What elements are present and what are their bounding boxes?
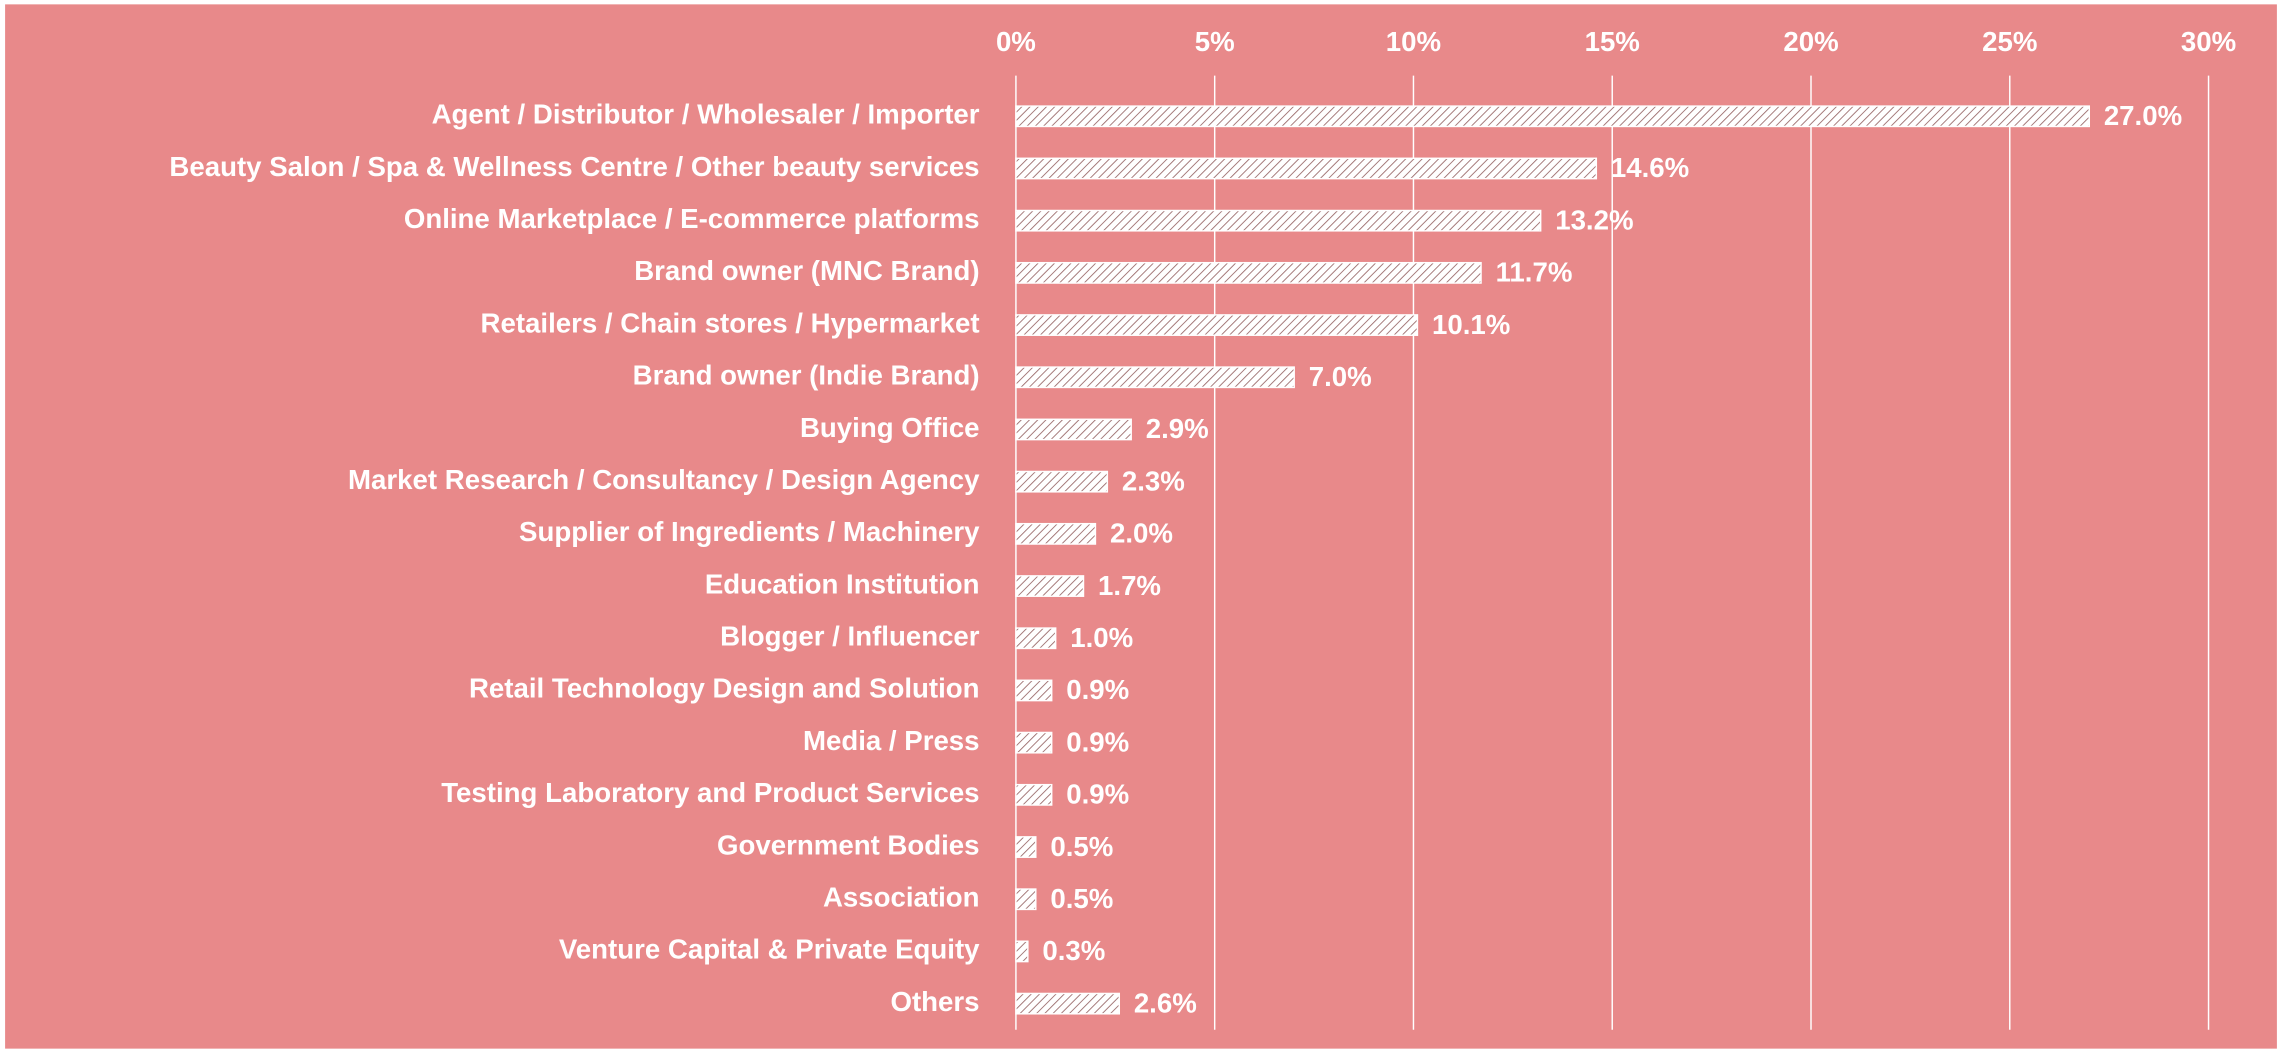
bar [1015,940,1029,963]
y-tick-label: Beauty Salon / Spa & Wellness Centre / O… [169,151,979,182]
bar [1015,261,1482,284]
y-tick-label: Agent / Distributor / Wholesaler / Impor… [432,99,980,130]
data-label: 2.0% [1110,518,1173,549]
data-label: 0.9% [1066,779,1129,810]
data-label: 0.9% [1066,674,1129,705]
bar [1015,105,2091,128]
bar [1015,992,1121,1015]
bar [1015,888,1037,911]
y-tick-label: Brand owner (Indie Brand) [633,360,980,391]
x-tick-label: 25% [1982,26,2037,57]
y-tick-label: Supplier of Ingredients / Machinery [519,516,980,547]
y-tick-label: Retailers / Chain stores / Hypermarket [481,307,980,338]
y-tick-label: Retail Technology Design and Solution [469,673,980,704]
bar [1015,209,1542,232]
data-label: 11.7% [1496,257,1573,288]
y-tick-label: Media / Press [803,725,980,756]
x-tick-label: 10% [1386,26,1441,57]
bar [1015,522,1097,545]
y-tick-label: Testing Laboratory and Product Services [441,777,979,808]
data-label: 2.3% [1122,465,1185,496]
y-tick-label: Online Marketplace / E-commerce platform… [404,203,980,234]
bar [1015,418,1132,441]
y-tick-label: Government Bodies [717,829,980,860]
data-label: 0.5% [1050,831,1113,862]
bar [1015,783,1053,806]
y-tick-label: Buying Office [800,412,980,443]
x-tick-label: 15% [1585,26,1640,57]
data-label: 7.0% [1309,361,1372,392]
bar [1015,627,1057,650]
data-label: 27.0% [2104,100,2182,131]
data-label: 14.6% [1611,152,1689,183]
data-label: 2.9% [1146,413,1209,444]
x-tick-label: 0% [996,26,1036,57]
y-tick-label: Brand owner (MNC Brand) [634,255,979,286]
bar [1015,366,1295,389]
data-label: 0.9% [1066,726,1129,757]
y-tick-label: Market Research / Consultancy / Design A… [348,464,980,495]
y-tick-label: Venture Capital & Private Equity [559,934,980,965]
data-label: 10.1% [1432,309,1510,340]
bar [1015,679,1053,702]
y-tick-label: Blogger / Influencer [720,621,980,652]
x-tick-label: 30% [2181,26,2236,57]
data-label: 1.7% [1098,570,1161,601]
bar [1015,836,1037,858]
bar [1015,575,1085,597]
data-label: 13.2% [1555,204,1633,235]
bar [1015,470,1109,493]
y-tick-label: Others [891,986,980,1017]
y-tick-label: Association [823,882,980,913]
data-label: 0.5% [1050,883,1113,914]
data-label: 2.6% [1134,987,1197,1018]
bar [1015,157,1598,180]
y-tick-label: Education Institution [705,568,980,599]
x-tick-label: 20% [1783,26,1838,57]
bar [1015,314,1419,336]
x-tick-label: 5% [1195,26,1235,57]
bar [1015,731,1053,754]
data-label: 1.0% [1070,622,1133,653]
data-label: 0.3% [1042,935,1105,966]
